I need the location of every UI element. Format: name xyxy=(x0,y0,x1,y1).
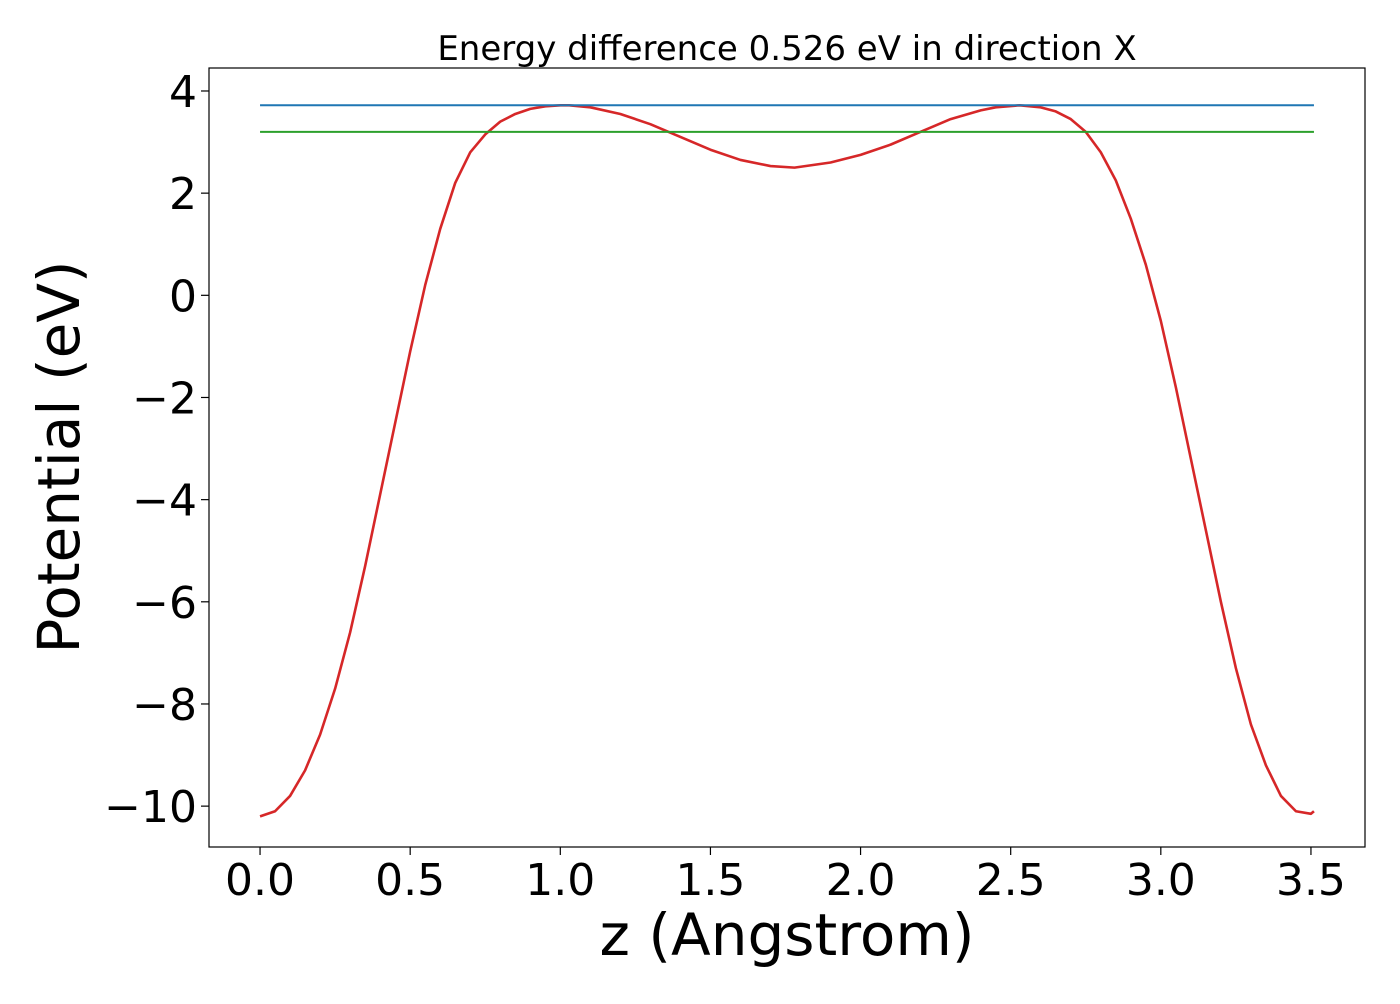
y-tick-label: −4 xyxy=(132,476,197,527)
y-tick-label: −10 xyxy=(104,782,197,833)
y-tick-label: −8 xyxy=(132,680,197,731)
plot-area-frame xyxy=(208,67,1366,848)
y-axis-label: Potential (eV) xyxy=(25,260,93,653)
x-axis-ticks: 0.0 0.5 1.0 1.5 2.0 2.5 3.0 3.5 xyxy=(225,847,1346,906)
x-axis-label: z (Angstrom) xyxy=(600,901,975,969)
series-layer xyxy=(259,103,1315,818)
y-tick-label: 2 xyxy=(169,169,197,220)
chart-title: Energy difference 0.526 eV in direction … xyxy=(437,29,1136,69)
x-tick-label: 1.5 xyxy=(675,855,745,906)
x-tick-label: 3.5 xyxy=(1276,855,1346,906)
x-tick-label: 3.0 xyxy=(1126,855,1196,906)
potential-curve xyxy=(259,103,1315,818)
x-tick-label: 2.0 xyxy=(826,855,896,906)
y-axis-ticks: −10 −8 −6 −4 −2 0 2 4 xyxy=(104,67,209,833)
y-tick-label: 0 xyxy=(169,271,197,322)
y-tick-label: −2 xyxy=(132,373,197,424)
y-tick-label: −6 xyxy=(132,578,197,629)
y-tick-label: 4 xyxy=(169,67,197,118)
x-tick-label: 0.5 xyxy=(375,855,445,906)
x-tick-label: 1.0 xyxy=(525,855,595,906)
x-tick-label: 0.0 xyxy=(225,855,295,906)
x-tick-label: 2.5 xyxy=(976,855,1046,906)
